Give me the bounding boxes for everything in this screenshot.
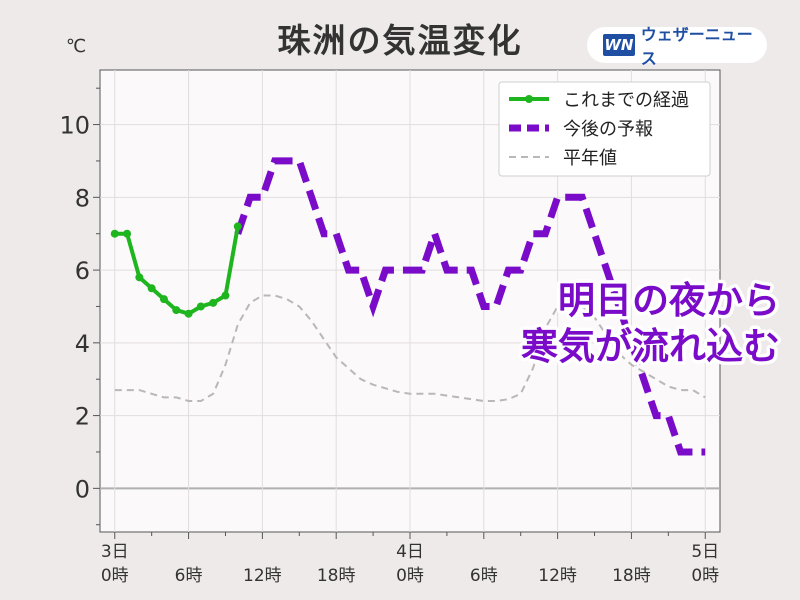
series-point <box>196 302 205 311</box>
series-line-dashed-thick <box>234 157 706 456</box>
x-tick-label-hour: 6時 <box>175 566 203 586</box>
series-point <box>159 295 168 304</box>
series-point <box>172 306 181 315</box>
y-tick-label: 8 <box>75 184 90 212</box>
series-point <box>147 284 156 293</box>
y-tick-label: 4 <box>75 330 90 358</box>
y-tick-label: 2 <box>75 403 90 431</box>
x-tick-label-day: 5日 <box>691 542 719 562</box>
x-tick-label-hour: 12時 <box>538 566 577 586</box>
logo-text: ウェザーニュース <box>640 25 753 68</box>
legend-box <box>498 81 711 177</box>
annotation-text: 明日の夜から <box>558 279 780 322</box>
x-tick-label-day: 4日 <box>396 542 424 562</box>
legend-marker <box>525 95 533 103</box>
x-tick-label-hour: 12時 <box>243 566 282 586</box>
y-tick-label: 6 <box>75 257 90 285</box>
annotation-text: 寒気が流れ込む <box>521 325 780 368</box>
x-tick-label-hour: 0時 <box>101 566 129 586</box>
chart-title: 珠洲の気温変化 <box>277 21 523 60</box>
legend-label: これまでの経過 <box>563 90 689 111</box>
x-tick-label-hour: 18時 <box>317 566 356 586</box>
x-tick-label-hour: 0時 <box>396 566 424 586</box>
x-tick-label-hour: 18時 <box>612 566 651 586</box>
series-point <box>135 273 144 282</box>
series-point <box>110 229 119 238</box>
weathernews-logo: WN ウェザーニュース <box>587 25 767 68</box>
series-point <box>184 309 193 318</box>
series-line-dashed-thin <box>114 294 706 402</box>
series-point <box>209 298 218 307</box>
x-tick-label-day: 3日 <box>101 542 129 562</box>
x-tick-label-hour: 6時 <box>470 566 498 586</box>
y-tick-label: 0 <box>75 475 90 503</box>
y-tick-label: 10 <box>59 112 90 140</box>
y-unit-label: ℃ <box>66 36 86 57</box>
legend-label: 今後の予報 <box>563 119 653 140</box>
series-point <box>123 229 132 238</box>
legend-label: 平年値 <box>563 148 617 169</box>
series-point <box>221 291 230 300</box>
x-tick-label-hour: 0時 <box>691 566 719 586</box>
series-point <box>233 222 242 231</box>
wn-logo-mark: WN <box>603 34 635 56</box>
